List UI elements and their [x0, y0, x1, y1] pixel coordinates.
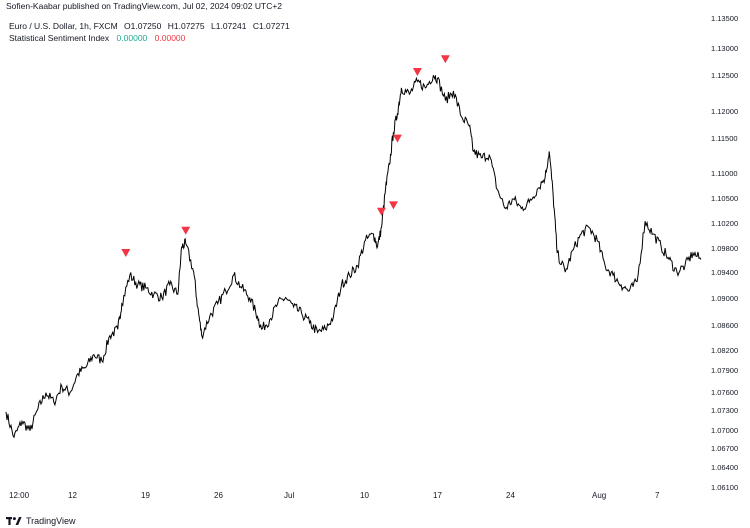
price-tick-label: 1.07900: [711, 366, 738, 375]
price-tick-label: 1.06700: [711, 444, 738, 453]
price-tick-label: 1.07000: [711, 426, 738, 435]
ohlc-low: L1.07241: [211, 21, 247, 31]
price-tick-label: 1.06400: [711, 463, 738, 472]
tradingview-brand[interactable]: TradingView: [6, 516, 76, 526]
time-tick-label: 17: [433, 491, 442, 500]
price-tick-label: 1.11000: [711, 169, 738, 178]
time-tick-label: 10: [360, 491, 369, 500]
indicator-legend: Statistical Sentiment Index 0.00000 0.00…: [9, 33, 185, 43]
price-tick-label: 1.13000: [711, 44, 738, 53]
price-tick-label: 1.09800: [711, 244, 738, 253]
price-tick-label: 1.11500: [711, 134, 738, 143]
signal-markers: [121, 55, 450, 257]
brand-name: TradingView: [26, 516, 76, 526]
ohlc-close: C1.07271: [252, 21, 290, 31]
symbol-name[interactable]: Euro / U.S. Dollar, 1h, FXCM: [9, 21, 118, 31]
ohlc-open: O1.07250: [124, 21, 162, 31]
indicator-value-2: 0.00000: [154, 33, 186, 43]
price-tick-label: 1.09000: [711, 294, 738, 303]
price-tick-label: 1.07300: [711, 406, 738, 415]
time-tick-label: Aug: [592, 491, 606, 500]
time-tick-label: 24: [506, 491, 515, 500]
indicator-value-1: 0.00000: [116, 33, 148, 43]
price-tick-label: 1.10500: [711, 194, 738, 203]
price-tick-label: 1.08600: [711, 321, 738, 330]
ohlc-high: H1.07275: [167, 21, 205, 31]
price-line: [5, 75, 702, 439]
time-tick-label: 19: [141, 491, 150, 500]
price-tick-label: 1.10200: [711, 219, 738, 228]
symbol-legend: Euro / U.S. Dollar, 1h, FXCM O1.07250 H1…: [9, 21, 290, 31]
indicator-name[interactable]: Statistical Sentiment Index: [9, 33, 110, 43]
time-tick-label: 26: [214, 491, 223, 500]
tradingview-logo-icon: [6, 517, 22, 525]
time-axis[interactable]: 12:00 12 19 26 Jul 10 17 24 Aug 7: [9, 491, 660, 500]
price-tick-label: 1.13500: [711, 14, 738, 23]
time-tick-label: 12: [68, 491, 77, 500]
sell-signal-marker: [392, 134, 402, 143]
sell-signal-marker: [121, 249, 131, 257]
sell-signal-marker: [412, 67, 422, 76]
sell-signal-marker: [388, 201, 398, 210]
price-axis[interactable]: 1.13500 1.13000 1.12500 1.12000 1.11500 1.110…: [711, 14, 738, 492]
publisher-caption: Sofien-Kaabar published on TradingView.c…: [6, 1, 283, 11]
sell-signal-marker: [376, 207, 386, 216]
sell-signal-marker: [181, 226, 191, 235]
time-tick-label: 7: [655, 491, 660, 500]
price-tick-label: 1.12000: [711, 107, 738, 116]
sell-signal-marker: [440, 55, 450, 64]
price-tick-label: 1.06100: [711, 483, 738, 492]
price-tick-label: 1.07600: [711, 388, 738, 397]
price-tick-label: 1.12500: [711, 71, 738, 80]
time-tick-label: 12:00: [9, 491, 30, 500]
time-tick-label: Jul: [284, 491, 294, 500]
price-tick-label: 1.08200: [711, 346, 738, 355]
price-tick-label: 1.09400: [711, 268, 738, 277]
price-series: [5, 75, 702, 439]
